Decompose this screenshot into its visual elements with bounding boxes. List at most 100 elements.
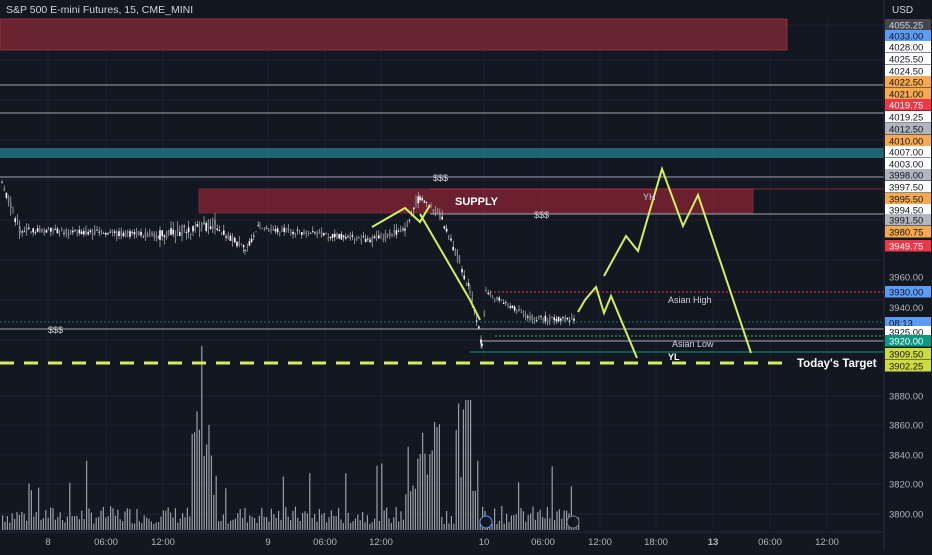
candle: [220, 232, 223, 234]
volume-bar: [570, 486, 572, 530]
volume-bar: [443, 524, 445, 530]
candle: [109, 231, 111, 233]
candle: [174, 234, 177, 237]
candle: [198, 228, 201, 231]
candle: [54, 229, 56, 230]
candle: [364, 238, 367, 243]
candle: [307, 231, 310, 233]
volume-bar: [98, 516, 100, 530]
price-label-box: [885, 123, 931, 135]
price-label-box: [885, 53, 931, 65]
candle: [505, 302, 507, 303]
volume-bar: [402, 519, 404, 530]
candle: [334, 233, 336, 238]
price-label-box: [885, 135, 931, 147]
price-label-box: [885, 286, 931, 298]
candle: [209, 226, 212, 229]
volume-bar: [93, 523, 95, 530]
candle: [138, 231, 140, 235]
volume-bar: [290, 520, 292, 530]
volume-bar: [371, 522, 373, 530]
volume-bar: [450, 516, 452, 530]
candle: [263, 230, 266, 232]
candle: [483, 312, 485, 315]
volume-bar: [374, 518, 376, 530]
candle: [413, 207, 415, 210]
candle: [74, 229, 76, 231]
candle: [170, 228, 172, 235]
candle: [408, 219, 411, 221]
volume-bar: [95, 517, 97, 530]
volume-bar: [467, 400, 469, 530]
candle: [192, 226, 194, 232]
volume-bar: [69, 482, 71, 530]
candle: [187, 227, 190, 233]
candle: [318, 232, 321, 234]
volume-bar: [254, 518, 256, 530]
price-tick: 3880.00: [889, 392, 923, 403]
volume-bar: [138, 521, 140, 530]
price-label-box: [885, 226, 931, 238]
asian-low-label: Asian Low: [672, 339, 714, 349]
candle: [298, 230, 301, 232]
candle: [236, 241, 238, 247]
volume-bar: [470, 400, 472, 530]
time-tick: 12:00: [815, 537, 839, 548]
volume-bar: [122, 521, 124, 530]
candle: [72, 230, 74, 233]
candle: [279, 231, 281, 233]
volume-bar: [510, 515, 512, 530]
candle: [529, 315, 531, 321]
price-label: 3949.75: [889, 242, 923, 253]
candle: [176, 229, 179, 233]
candle: [378, 235, 380, 239]
volume-bar: [222, 514, 224, 530]
volume-bar: [165, 510, 167, 530]
price-label-box: [885, 204, 931, 216]
volume-bar: [117, 509, 119, 530]
volume-bar: [542, 517, 544, 530]
volume-bar: [422, 432, 424, 530]
volume-bar: [256, 522, 258, 530]
candle: [527, 316, 529, 318]
volume-bar: [114, 515, 116, 530]
volume-bar: [242, 517, 244, 530]
candle: [98, 231, 100, 233]
volume-bar: [434, 422, 436, 530]
candle: [314, 232, 316, 234]
candle: [203, 222, 205, 224]
replay-icon: [479, 515, 493, 529]
time-tick: 12:00: [588, 537, 612, 548]
volume-bar: [424, 453, 426, 530]
volume-bar: [62, 520, 64, 530]
price-label-box: [885, 360, 931, 372]
volume-bar: [527, 514, 529, 530]
candle: [349, 235, 351, 239]
volume-bar: [280, 519, 282, 530]
candle: [360, 238, 362, 241]
time-tick: 8: [45, 537, 50, 548]
candle: [47, 228, 50, 230]
candle: [207, 221, 210, 228]
volume-bar: [407, 446, 409, 530]
price-label-box: [885, 317, 931, 329]
volume-bar: [102, 506, 104, 530]
price-label: 4003.00: [889, 160, 923, 171]
price-label: 4028.00: [889, 43, 923, 54]
candle: [214, 222, 216, 223]
volume-bar: [446, 511, 448, 530]
candle: [489, 292, 492, 296]
candle: [329, 236, 332, 239]
volume-bar: [455, 429, 457, 530]
volume-bar: [546, 506, 548, 530]
volume-bar: [160, 516, 162, 530]
volume-bar: [417, 458, 419, 530]
candle: [459, 260, 461, 262]
volume-bar: [258, 515, 260, 530]
candle: [7, 197, 10, 203]
candle: [386, 233, 389, 236]
volume-bar: [153, 524, 155, 530]
volume-bar: [431, 450, 433, 530]
